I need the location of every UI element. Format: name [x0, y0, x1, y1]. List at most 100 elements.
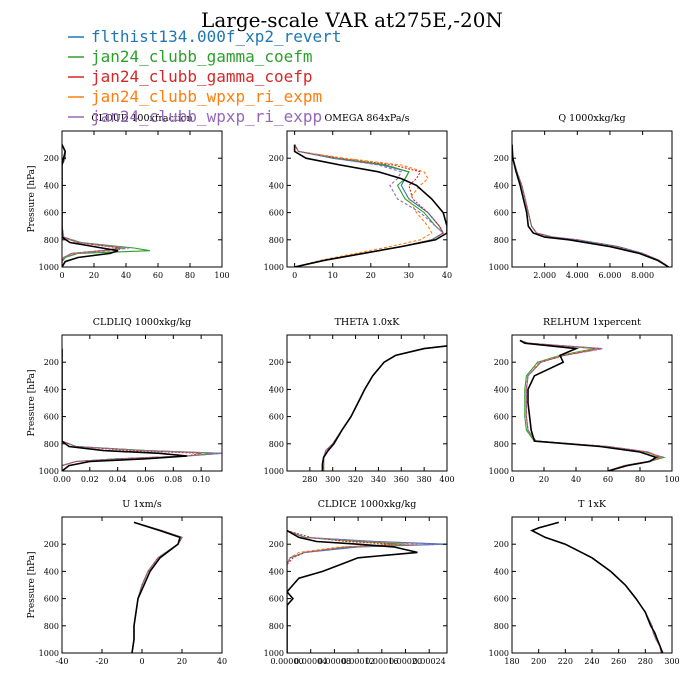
series-line-1 — [287, 530, 406, 653]
y-tick-label: 200 — [44, 154, 59, 163]
x-tick-label: 320 — [348, 475, 363, 484]
x-tick-label: 0.00 — [53, 475, 71, 484]
panel-title: OMEGA 864xPa/s — [324, 113, 409, 124]
y-tick-label: 800 — [269, 236, 284, 245]
series-line-3 — [287, 530, 418, 653]
x-tick-label: 220 — [558, 657, 573, 666]
legend-entry: jan24_clubb_gamma_coefm — [91, 47, 313, 66]
y-tick-label: 200 — [494, 358, 509, 367]
y-axis-label: Pressure [hPa] — [27, 369, 37, 436]
y-tick-label: 200 — [269, 358, 284, 367]
series-line-3 — [131, 521, 183, 653]
x-tick-label: 30 — [404, 271, 414, 280]
x-tick-label: 20 — [177, 657, 187, 666]
plot-frame — [511, 130, 673, 268]
figure-title: Large-scale VAR at275E,-20N — [201, 8, 503, 32]
x-tick-label: 0.00000 — [270, 657, 303, 666]
y-tick-label: 1000 — [489, 263, 509, 272]
series-line-2 — [512, 144, 670, 267]
series-line-0 — [530, 521, 662, 653]
series-line-1 — [131, 521, 183, 653]
x-tick-label: 40 — [121, 271, 131, 280]
series-line-5 — [512, 144, 670, 267]
x-tick-label: 360 — [394, 475, 409, 484]
series-line-3 — [519, 339, 663, 471]
series-line-2 — [287, 530, 394, 653]
panel-title: CLDICE 1000xkg/kg — [318, 499, 417, 510]
y-tick-label: 1000 — [489, 467, 509, 476]
x-tick-label: 20 — [366, 271, 376, 280]
y-axis-label: Pressure [hPa] — [27, 165, 37, 232]
x-tick-label: 0.06 — [137, 475, 155, 484]
y-tick-label: 1000 — [264, 649, 284, 658]
panel-7: CLDICE 1000xkg/kg 200 400 600 800 10000.00000… — [264, 499, 448, 666]
series-line-0 — [512, 144, 670, 267]
x-tick-label: 0.00020 — [389, 657, 422, 666]
series-line-1 — [530, 521, 662, 653]
y-tick-label: 400 — [44, 567, 59, 576]
series-line-5 — [321, 345, 447, 471]
panel-1: OMEGA 864xPa/s 200 400 600 800 1000 0 10 20 30 40 — [264, 113, 452, 280]
series-group — [62, 144, 151, 267]
series-line-5 — [131, 521, 181, 653]
series-line-1 — [323, 345, 447, 471]
x-tick-label: 40 — [217, 657, 227, 666]
plot-frame — [61, 334, 223, 472]
y-tick-label: 200 — [269, 154, 284, 163]
y-tick-label: 800 — [44, 622, 59, 631]
plot-frame — [286, 516, 448, 654]
y-tick-label: 800 — [44, 236, 59, 245]
y-tick-label: 600 — [44, 413, 59, 422]
x-tick-label: 400 — [439, 475, 454, 484]
x-tick-label: 60 — [603, 475, 613, 484]
panel-3: CLDLIQ 1000xkg/kg Pressure [hPa] 200 400 600… — [27, 317, 223, 484]
series-line-5 — [62, 348, 188, 471]
series-group — [293, 144, 447, 267]
panel-title: T 1xK — [578, 499, 607, 510]
y-tick-label: 200 — [44, 358, 59, 367]
y-tick-label: 400 — [494, 181, 509, 190]
x-tick-label: 380 — [417, 475, 432, 484]
x-tick-label: 0.00024 — [413, 657, 446, 666]
series-line-4 — [62, 348, 222, 471]
x-tick-label: 0.00012 — [342, 657, 375, 666]
series-line-2 — [62, 144, 120, 267]
y-tick-label: 800 — [494, 440, 509, 449]
series-line-5 — [287, 529, 418, 653]
y-tick-label: 600 — [44, 209, 59, 218]
series-line-4 — [512, 144, 670, 267]
series-line-3 — [530, 521, 662, 653]
y-tick-label: 400 — [44, 181, 59, 190]
legend: flthist134.000f_xp2_revertjan24_clubb_ga… — [68, 27, 341, 126]
y-tick-label: 200 — [494, 540, 509, 549]
series-line-4 — [131, 521, 183, 653]
y-tick-label: 1000 — [264, 263, 284, 272]
legend-entry: jan24_clubb_wpxp_ri_expm — [91, 87, 322, 106]
y-tick-label: 600 — [44, 595, 59, 604]
x-tick-label: -40 — [56, 657, 69, 666]
x-tick-label: 80 — [185, 271, 195, 280]
x-tick-label: 200 — [531, 657, 546, 666]
y-tick-label: 400 — [494, 567, 509, 576]
series-line-3 — [294, 144, 433, 267]
y-tick-label: 600 — [269, 413, 284, 422]
y-tick-label: 1000 — [264, 467, 284, 476]
panel-title: THETA 1.0xK — [335, 317, 401, 328]
y-tick-label: 800 — [494, 622, 509, 631]
x-tick-label: 260 — [611, 657, 626, 666]
series-group — [287, 529, 447, 653]
y-tick-label: 200 — [494, 154, 509, 163]
series-group — [321, 345, 447, 471]
series-line-1 — [294, 144, 445, 267]
plot-frame — [61, 130, 223, 268]
x-tick-label: 280 — [638, 657, 653, 666]
y-tick-label: 1000 — [39, 263, 59, 272]
x-tick-label: 10 — [328, 271, 338, 280]
plot-frame — [286, 130, 448, 268]
series-group — [62, 348, 222, 471]
y-tick-label: 200 — [269, 540, 284, 549]
series-line-2 — [530, 521, 662, 653]
